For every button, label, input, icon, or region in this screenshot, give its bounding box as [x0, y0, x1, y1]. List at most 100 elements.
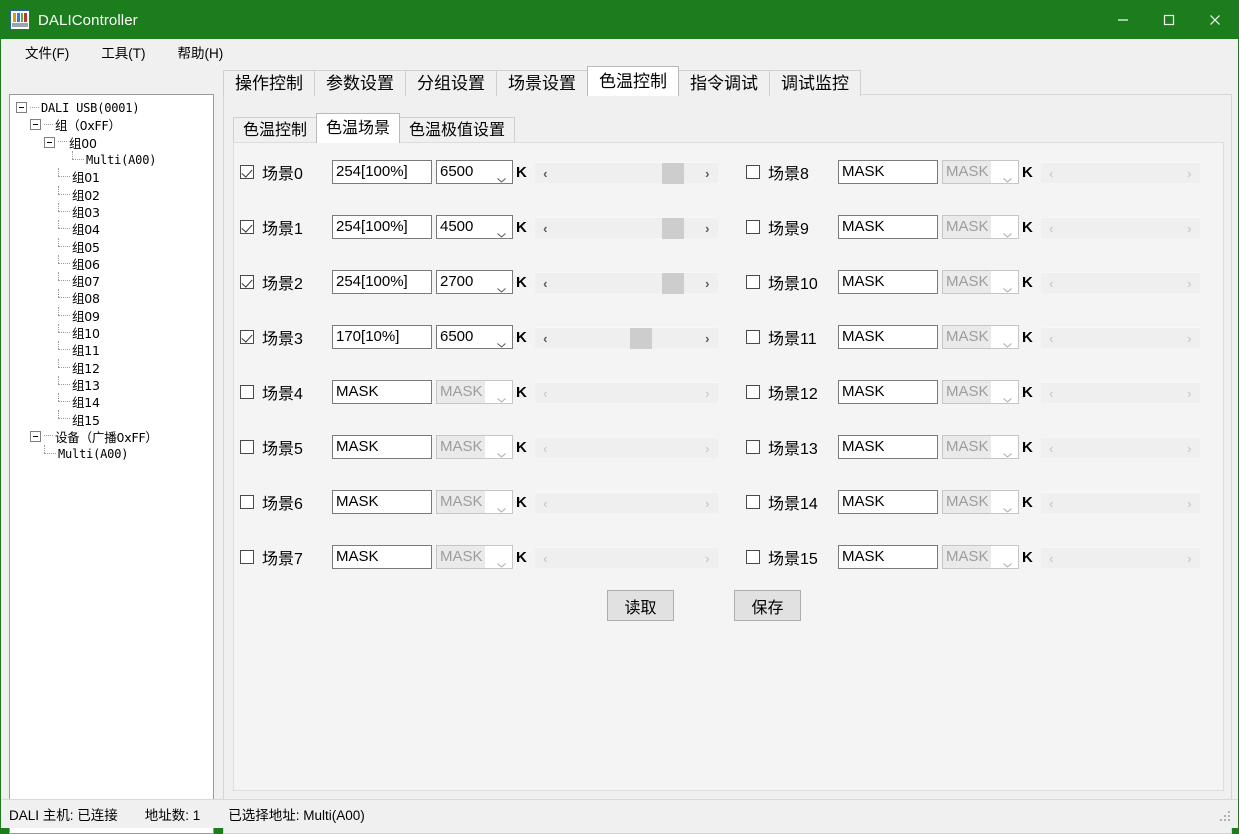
tree-node[interactable]: 组07: [10, 272, 213, 289]
scene-enable-checkbox[interactable]: [746, 165, 760, 179]
scene-enable-checkbox[interactable]: [240, 550, 254, 564]
scene-level-input[interactable]: MASK: [838, 270, 938, 294]
scene-kelvin-slider[interactable]: ‹ ›: [1040, 381, 1200, 403]
scene-kelvin-slider[interactable]: ‹ ›: [1040, 326, 1200, 348]
slider-right-arrow-icon[interactable]: ›: [705, 330, 710, 346]
tree-node[interactable]: 组04: [10, 220, 213, 237]
scene-level-input[interactable]: 170[10%]: [332, 325, 432, 349]
tree-node[interactable]: 组（0xFF）: [10, 116, 213, 133]
tree-node[interactable]: 组03: [10, 202, 213, 220]
scene-enable-checkbox[interactable]: [240, 220, 254, 234]
scene-kelvin-select[interactable]: 2700: [436, 270, 513, 294]
slider-left-arrow-icon[interactable]: ‹: [1049, 165, 1054, 181]
inner-tab-2[interactable]: 色温极值设置: [399, 117, 516, 143]
scene-kelvin-select[interactable]: MASK: [942, 435, 1019, 459]
scene-kelvin-select[interactable]: MASK: [942, 215, 1019, 239]
tree-node[interactable]: 组06: [10, 254, 213, 272]
scene-enable-checkbox[interactable]: [746, 495, 760, 509]
scene-enable-checkbox[interactable]: [240, 275, 254, 289]
scene-level-input[interactable]: MASK: [838, 490, 938, 514]
scene-kelvin-select[interactable]: MASK: [942, 545, 1019, 569]
scene-level-input[interactable]: 254[100%]: [332, 215, 432, 239]
scene-enable-checkbox[interactable]: [746, 220, 760, 234]
scene-kelvin-slider[interactable]: ‹ ›: [534, 436, 718, 458]
tree-node[interactable]: DALI USB(0001): [10, 99, 213, 116]
scene-enable-checkbox[interactable]: [746, 440, 760, 454]
tree-node[interactable]: 组10: [10, 324, 213, 341]
slider-left-arrow-icon[interactable]: ‹: [1049, 495, 1054, 511]
main-tab-1[interactable]: 参数设置: [314, 70, 406, 96]
tree-node[interactable]: 组02: [10, 185, 213, 203]
slider-left-arrow-icon[interactable]: ‹: [1049, 550, 1054, 566]
scene-kelvin-select[interactable]: MASK: [436, 490, 513, 514]
scene-kelvin-slider[interactable]: ‹ ›: [534, 491, 718, 513]
inner-tab-0[interactable]: 色温控制: [233, 117, 318, 143]
main-tab-2[interactable]: 分组设置: [405, 70, 497, 96]
slider-left-arrow-icon[interactable]: ‹: [543, 220, 548, 236]
slider-left-arrow-icon[interactable]: ‹: [1049, 440, 1054, 456]
slider-thumb[interactable]: [661, 272, 684, 294]
slider-thumb[interactable]: [661, 217, 684, 239]
scene-enable-checkbox[interactable]: [240, 165, 254, 179]
slider-left-arrow-icon[interactable]: ‹: [543, 275, 548, 291]
scene-level-input[interactable]: MASK: [332, 545, 432, 569]
scene-level-input[interactable]: MASK: [838, 325, 938, 349]
resize-grip-icon[interactable]: [1220, 811, 1233, 824]
slider-left-arrow-icon[interactable]: ‹: [543, 495, 548, 511]
scene-kelvin-select[interactable]: 4500: [436, 215, 513, 239]
slider-left-arrow-icon[interactable]: ‹: [543, 330, 548, 346]
collapse-icon[interactable]: [30, 430, 41, 442]
slider-right-arrow-icon[interactable]: ›: [705, 440, 710, 456]
menu-tools[interactable]: 工具(T): [101, 46, 146, 61]
slider-right-arrow-icon[interactable]: ›: [705, 495, 710, 511]
main-tab-5[interactable]: 指令调试: [678, 70, 770, 96]
scene-kelvin-select[interactable]: MASK: [942, 270, 1019, 294]
slider-right-arrow-icon[interactable]: ›: [1187, 165, 1192, 181]
menu-file[interactable]: 文件(F): [25, 46, 70, 61]
scene-level-input[interactable]: 254[100%]: [332, 160, 432, 184]
slider-left-arrow-icon[interactable]: ‹: [543, 440, 548, 456]
tree-node[interactable]: 组11: [10, 341, 213, 358]
slider-right-arrow-icon[interactable]: ›: [705, 550, 710, 566]
slider-right-arrow-icon[interactable]: ›: [705, 275, 710, 291]
device-tree[interactable]: DALI USB(0001) 组（0xFF） 组00 Multi(A00) 组01 组02…: [9, 94, 214, 834]
main-tab-3[interactable]: 场景设置: [496, 70, 588, 96]
menu-help[interactable]: 帮助(H): [177, 46, 224, 61]
slider-left-arrow-icon[interactable]: ‹: [1049, 330, 1054, 346]
maximize-button[interactable]: [1146, 1, 1192, 39]
slider-left-arrow-icon[interactable]: ‹: [543, 550, 548, 566]
scene-kelvin-select[interactable]: MASK: [436, 380, 513, 404]
main-tab-6[interactable]: 调试监控: [769, 70, 861, 96]
tree-node[interactable]: 组14: [10, 393, 213, 410]
scene-kelvin-slider[interactable]: ‹ ›: [534, 271, 718, 294]
tree-node[interactable]: 组00: [10, 134, 213, 151]
collapse-icon[interactable]: [30, 119, 41, 131]
scene-kelvin-select[interactable]: MASK: [942, 160, 1019, 184]
scene-level-input[interactable]: MASK: [838, 435, 938, 459]
scene-level-input[interactable]: MASK: [838, 545, 938, 569]
scene-level-input[interactable]: MASK: [332, 435, 432, 459]
slider-right-arrow-icon[interactable]: ›: [1187, 495, 1192, 511]
scene-kelvin-slider[interactable]: ‹ ›: [1040, 436, 1200, 458]
inner-tab-1[interactable]: 色温场景: [316, 113, 401, 143]
close-button[interactable]: [1192, 1, 1238, 39]
slider-right-arrow-icon[interactable]: ›: [1187, 220, 1192, 236]
slider-right-arrow-icon[interactable]: ›: [1187, 330, 1192, 346]
scene-enable-checkbox[interactable]: [746, 330, 760, 344]
slider-thumb[interactable]: [661, 162, 684, 184]
slider-left-arrow-icon[interactable]: ‹: [1049, 220, 1054, 236]
scene-enable-checkbox[interactable]: [240, 330, 254, 344]
slider-left-arrow-icon[interactable]: ‹: [1049, 275, 1054, 291]
tree-node[interactable]: 组01: [10, 168, 213, 185]
tree-node[interactable]: 组15: [10, 410, 213, 428]
scene-kelvin-slider[interactable]: ‹ ›: [534, 216, 718, 239]
scene-kelvin-select[interactable]: MASK: [436, 435, 513, 459]
main-tab-0[interactable]: 操作控制: [223, 70, 315, 96]
scene-kelvin-select[interactable]: 6500: [436, 325, 513, 349]
slider-right-arrow-icon[interactable]: ›: [1187, 275, 1192, 291]
tree-node[interactable]: 组08: [10, 289, 213, 306]
scene-enable-checkbox[interactable]: [746, 275, 760, 289]
scene-kelvin-slider[interactable]: ‹ ›: [1040, 491, 1200, 513]
scene-kelvin-slider[interactable]: ‹ ›: [1040, 546, 1200, 568]
tree-node[interactable]: 组09: [10, 306, 213, 324]
